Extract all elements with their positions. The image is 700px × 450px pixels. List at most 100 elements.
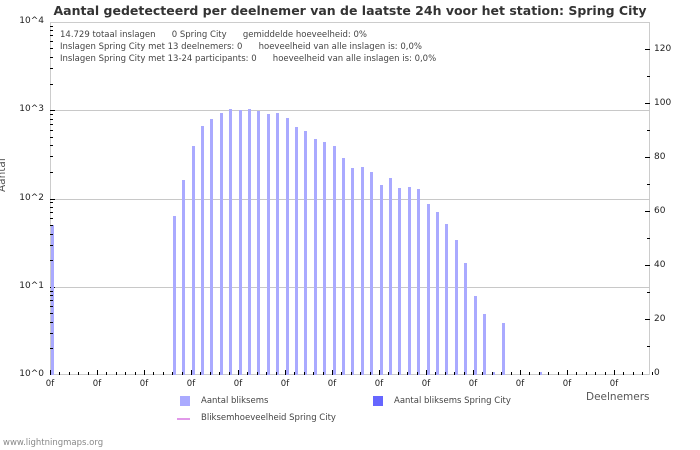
y-minor-tick	[50, 313, 53, 314]
x-tick	[595, 372, 597, 375]
bar	[200, 125, 204, 375]
x-tick-label: 0f	[562, 379, 572, 389]
y-minor-tick	[50, 26, 53, 27]
bar	[379, 184, 383, 375]
bar	[492, 372, 496, 375]
bar	[435, 212, 439, 375]
bar	[257, 110, 261, 375]
x-tick	[642, 372, 644, 375]
y-minor-tick	[50, 300, 53, 301]
y2-tick	[647, 130, 650, 131]
x-tick	[407, 372, 409, 375]
x-tick	[585, 372, 587, 375]
bar	[219, 112, 223, 375]
x-axis-title: Deelnemers	[586, 391, 650, 403]
y2-tick	[647, 292, 650, 293]
x-tick-label: 0f	[186, 379, 196, 389]
x-tick	[360, 372, 362, 375]
y-minor-tick	[50, 245, 53, 246]
y2-tick	[647, 346, 650, 347]
x-tick	[162, 372, 164, 375]
legend-label-station: Aantal bliksems Spring City	[394, 396, 511, 406]
x-tick	[614, 370, 615, 375]
gridline-1e1	[50, 287, 650, 288]
bar	[398, 188, 402, 375]
y2-tick-label: 120	[654, 44, 672, 54]
x-tick	[548, 372, 550, 375]
bar	[276, 112, 280, 375]
y-minor-tick	[50, 145, 53, 146]
y2-tick	[645, 211, 650, 212]
x-tick	[144, 370, 145, 375]
bar	[182, 179, 186, 375]
y-minor-tick	[50, 124, 53, 125]
legend-label-bliksems: Aantal bliksems	[201, 396, 269, 406]
x-tick	[313, 372, 315, 375]
x-tick	[397, 372, 399, 375]
x-tick	[153, 372, 155, 375]
y-minor-tick	[50, 348, 53, 349]
legend-swatch-bliksems	[180, 396, 190, 406]
x-tick	[266, 372, 268, 375]
bar	[473, 296, 477, 375]
x-tick	[482, 372, 484, 375]
bar	[332, 146, 336, 375]
bar	[407, 187, 411, 375]
y2-tick	[645, 49, 650, 50]
x-tick	[604, 372, 606, 375]
y-minor-tick	[50, 130, 53, 131]
x-tick-label: 0f	[515, 379, 525, 389]
y2-tick-label: 100	[654, 98, 672, 108]
y-axis-title: Aantal	[0, 158, 8, 192]
y-minor-tick	[50, 322, 53, 323]
x-tick	[463, 372, 465, 375]
bar	[482, 314, 486, 375]
x-tick-label: 0f	[92, 379, 102, 389]
x-tick	[332, 370, 333, 375]
x-tick	[134, 372, 136, 375]
y2-tick-label: 40	[654, 260, 666, 270]
x-tick-label: 0f	[374, 379, 384, 389]
y-tick	[50, 199, 55, 200]
bar	[501, 322, 505, 375]
x-tick-label: 0f	[468, 379, 478, 389]
x-tick	[501, 372, 503, 375]
y-tick-label: 10^3	[19, 104, 44, 114]
bar	[304, 130, 308, 375]
x-tick	[416, 372, 418, 375]
legend-label-ratio: Bliksemhoeveelheid Spring City	[201, 413, 336, 423]
y-minor-tick	[50, 41, 53, 42]
y-tick-label: 10^2	[19, 193, 44, 203]
y-minor-tick	[50, 234, 53, 235]
bar	[341, 158, 345, 375]
x-tick	[388, 372, 390, 375]
x-tick	[322, 372, 324, 375]
y-minor-tick	[50, 84, 53, 85]
x-tick	[557, 372, 559, 375]
x-tick	[435, 372, 437, 375]
gridline-1e3	[50, 110, 650, 111]
bar	[247, 108, 251, 375]
x-tick-label: 0f	[45, 379, 55, 389]
bar	[191, 146, 195, 375]
x-tick-label: 0f	[327, 379, 337, 389]
y-minor-tick	[50, 306, 53, 307]
bar	[351, 168, 355, 375]
y-minor-tick	[50, 260, 53, 261]
x-tick-label: 0f	[280, 379, 290, 389]
x-tick-label: 0f	[233, 379, 243, 389]
y-minor-tick	[50, 137, 53, 138]
y2-tick-label: 20	[654, 314, 666, 324]
x-tick	[632, 372, 634, 375]
x-tick	[623, 372, 625, 375]
x-tick	[68, 372, 70, 375]
x-tick	[191, 370, 192, 375]
y-tick	[50, 110, 55, 111]
y-minor-tick	[50, 119, 53, 120]
x-tick	[115, 372, 117, 375]
bar	[210, 119, 214, 375]
x-tick	[106, 372, 108, 375]
x-tick	[303, 372, 305, 375]
y-minor-tick	[50, 68, 53, 69]
x-tick	[219, 372, 221, 375]
